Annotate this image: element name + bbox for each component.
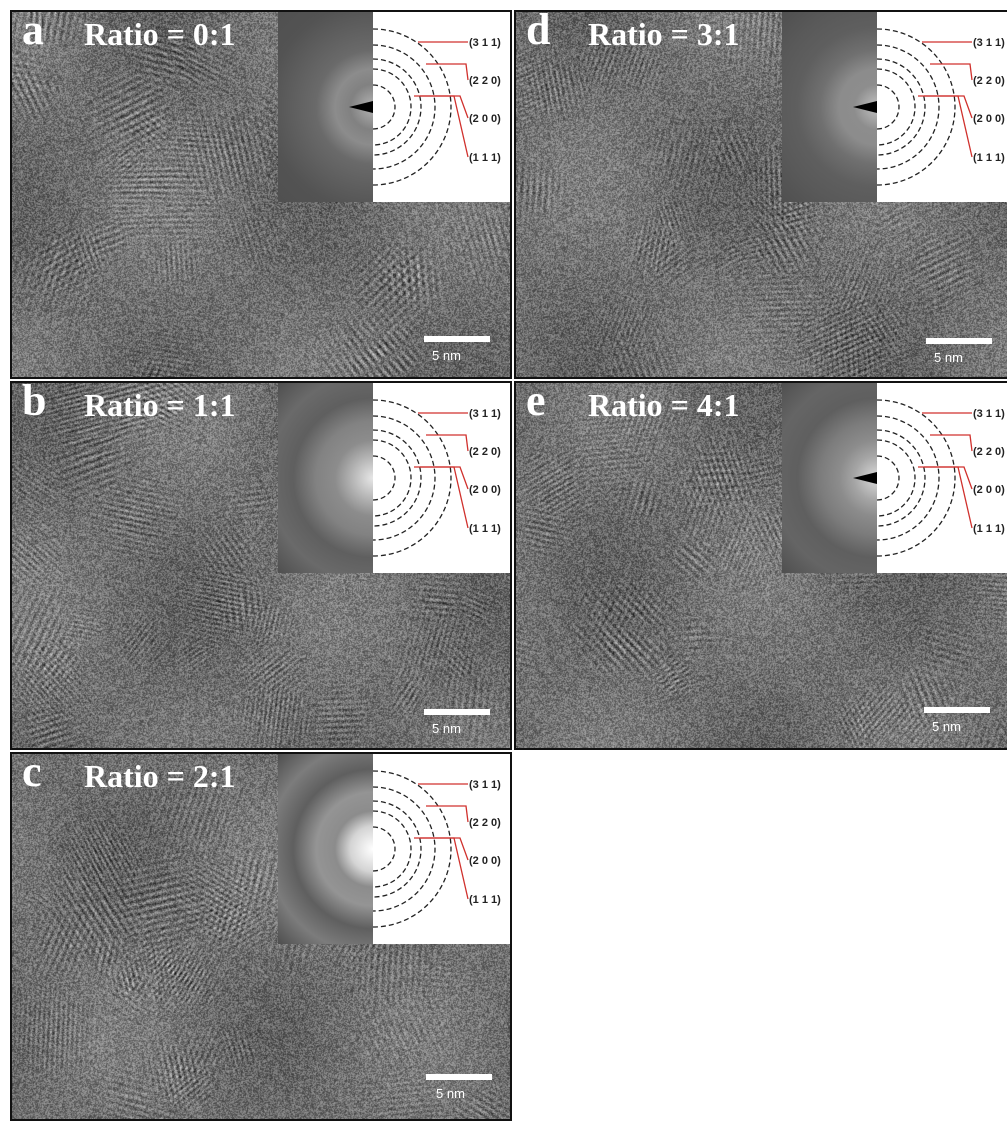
panel-c: (3 1 1) (2 2 0) (2 0 0) (1 1 1) c Ratio = 2…	[10, 752, 512, 1121]
miller-index-label: (2 0 0)	[973, 484, 1005, 496]
miller-index-label: (2 2 0)	[469, 75, 501, 87]
diffraction-ring	[372, 84, 396, 130]
ratio-label: Ratio = 3:1	[588, 16, 740, 52]
scale-label: 5 nm	[934, 350, 963, 365]
panel-letter: e	[526, 381, 546, 425]
miller-index-label: (3 1 1)	[469, 408, 501, 420]
diffraction-ring	[876, 44, 940, 170]
index-line	[918, 95, 973, 158]
miller-index-label: (2 2 0)	[973, 446, 1005, 458]
beam-stop	[349, 101, 373, 113]
index-line	[426, 434, 469, 452]
index-line	[414, 95, 469, 158]
saed-inset: (3 1 1) (2 2 0) (2 0 0) (1 1 1)	[278, 383, 510, 573]
panel-letter: a	[22, 10, 44, 54]
miller-index-label: (1 1 1)	[469, 152, 501, 164]
diffraction-ring	[372, 770, 452, 928]
miller-index-label: (3 1 1)	[973, 408, 1005, 420]
diffraction-ring	[876, 415, 940, 541]
beam-stop	[853, 101, 877, 113]
scale-label: 5 nm	[932, 719, 961, 734]
panel-b: (3 1 1) (2 2 0) (2 0 0) (1 1 1) b Ratio = 1…	[10, 381, 512, 750]
miller-index-label: (3 1 1)	[469, 779, 501, 791]
diffraction-pattern	[278, 754, 373, 944]
diffraction-ring	[372, 455, 396, 501]
diffraction-ring	[372, 826, 396, 872]
index-line	[918, 466, 973, 529]
diffraction-ring	[372, 28, 452, 186]
diffraction-ring	[876, 455, 900, 501]
diffraction-ring	[876, 84, 900, 130]
scale-bar	[424, 336, 490, 342]
index-panel	[373, 754, 510, 944]
diffraction-ring	[372, 800, 422, 898]
scale-bar	[424, 709, 490, 715]
saed-inset: (3 1 1) (2 2 0) (2 0 0) (1 1 1)	[278, 12, 510, 202]
diffraction-ring	[372, 399, 452, 557]
miller-index-label: (3 1 1)	[469, 37, 501, 49]
index-line	[930, 63, 973, 81]
miller-index-label: (2 0 0)	[469, 113, 501, 125]
saed-inset: (3 1 1) (2 2 0) (2 0 0) (1 1 1)	[782, 12, 1007, 202]
diffraction-ring	[372, 429, 422, 527]
miller-index-label: (2 0 0)	[469, 855, 501, 867]
index-panel	[373, 12, 510, 202]
miller-index-label: (1 1 1)	[469, 523, 501, 535]
miller-index-label: (2 2 0)	[973, 75, 1005, 87]
saed-inset: (3 1 1) (2 2 0) (2 0 0) (1 1 1)	[278, 754, 510, 944]
diffraction-ring	[876, 399, 956, 557]
diffraction-ring	[372, 68, 412, 146]
ratio-label: Ratio = 2:1	[84, 758, 236, 794]
panel-d: (3 1 1) (2 2 0) (2 0 0) (1 1 1) d Ratio = 3…	[514, 10, 1007, 379]
index-line	[426, 63, 469, 81]
diffraction-ring	[876, 68, 916, 146]
panel-letter: d	[526, 10, 551, 54]
diffraction-pattern	[278, 383, 373, 573]
diffraction-pattern	[782, 383, 877, 573]
ratio-label: Ratio = 0:1	[84, 16, 236, 52]
diffraction-ring	[876, 439, 916, 517]
miller-index-label: (1 1 1)	[973, 523, 1005, 535]
diffraction-ring	[876, 28, 956, 186]
scale-label: 5 nm	[436, 1086, 465, 1101]
panel-e: (3 1 1) (2 2 0) (2 0 0) (1 1 1) e Ratio = 4…	[514, 381, 1007, 750]
diffraction-ring	[372, 58, 422, 156]
panel-letter: c	[22, 752, 42, 796]
diffraction-ring	[372, 415, 436, 541]
miller-index-label: (2 2 0)	[469, 817, 501, 829]
panel-letter: b	[22, 381, 47, 425]
saed-inset: (3 1 1) (2 2 0) (2 0 0) (1 1 1)	[782, 383, 1007, 573]
diffraction-ring	[372, 810, 412, 888]
index-line	[426, 805, 469, 823]
ratio-label: Ratio = 4:1	[588, 387, 740, 423]
scale-bar	[426, 1074, 492, 1080]
panel-a: (3 1 1) (2 2 0) (2 0 0) (1 1 1) a Ratio = 0…	[10, 10, 512, 379]
index-panel	[373, 383, 510, 573]
diffraction-pattern	[782, 12, 877, 202]
diffraction-pattern	[278, 12, 373, 202]
ratio-label: Ratio = 1:1	[84, 387, 236, 423]
miller-index-label: (1 1 1)	[973, 152, 1005, 164]
diffraction-ring	[372, 44, 436, 170]
miller-index-label: (3 1 1)	[973, 37, 1005, 49]
miller-index-label: (2 0 0)	[469, 484, 501, 496]
scale-bar	[926, 338, 992, 344]
miller-index-label: (2 2 0)	[469, 446, 501, 458]
scale-label: 5 nm	[432, 348, 461, 363]
index-line	[414, 837, 469, 900]
index-line	[414, 466, 469, 529]
scale-label: 5 nm	[432, 721, 461, 736]
diffraction-ring	[372, 439, 412, 517]
diffraction-ring	[372, 786, 436, 912]
miller-index-label: (1 1 1)	[469, 894, 501, 906]
diffraction-ring	[876, 429, 926, 527]
diffraction-ring	[876, 58, 926, 156]
beam-stop	[853, 472, 877, 484]
scale-bar	[924, 707, 990, 713]
index-line	[930, 434, 973, 452]
miller-index-label: (2 0 0)	[973, 113, 1005, 125]
